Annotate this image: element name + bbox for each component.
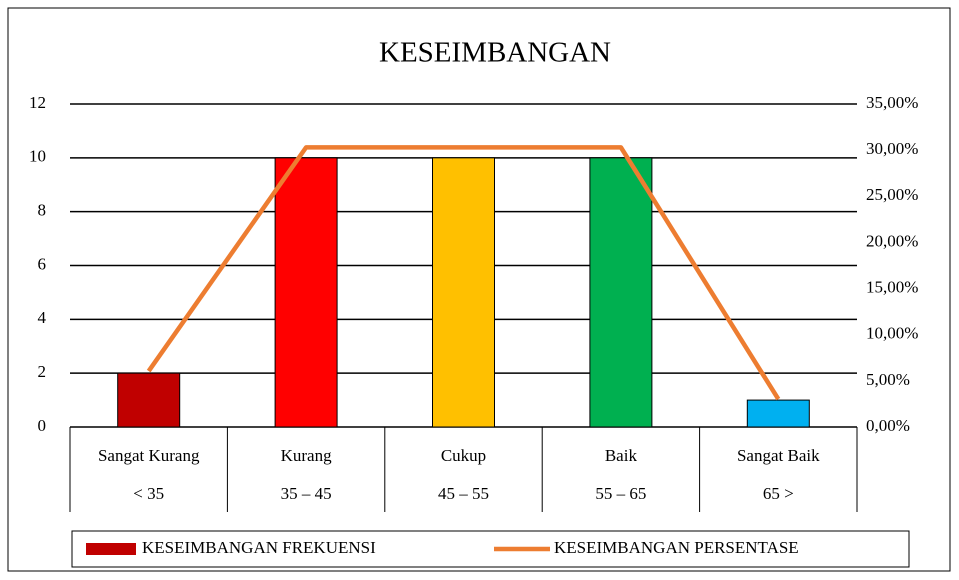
y2-tick-label: 5,00% (866, 370, 910, 389)
y2-tick-label: 10,00% (866, 324, 918, 343)
legend-label: KESEIMBANGAN FREKUENSI (142, 538, 376, 557)
y2-tick-label: 25,00% (866, 185, 918, 204)
chart-title: KESEIMBANGAN (379, 37, 611, 69)
y2-tick-label: 20,00% (866, 231, 918, 250)
y-tick-label: 12 (29, 93, 46, 112)
y-tick-label: 4 (38, 308, 47, 327)
y2-tick-label: 30,00% (866, 139, 918, 158)
y-tick-label: 2 (38, 362, 47, 381)
y2-tick-label: 15,00% (866, 277, 918, 296)
y2-tick-label: 35,00% (866, 93, 918, 112)
y-tick-label: 10 (29, 147, 46, 166)
x-tick-label: Cukup (441, 446, 486, 465)
x-tick-label: Sangat Kurang (98, 446, 200, 465)
bar (746, 399, 810, 428)
y2-tick-label: 0,00% (866, 416, 910, 435)
x-tick-label: 35 – 45 (281, 484, 332, 503)
bar (432, 157, 495, 428)
y-tick-label: 0 (38, 416, 47, 435)
legend-label: KESEIMBANGAN PERSENTASE (554, 538, 799, 557)
legend-swatch (86, 543, 136, 555)
x-tick-label: 65 > (763, 484, 794, 503)
y-tick-label: 6 (38, 254, 47, 273)
bar (274, 157, 338, 428)
x-tick-label: Kurang (281, 446, 332, 465)
bar (589, 157, 653, 428)
legend-box (71, 530, 910, 568)
x-tick-label: < 35 (133, 484, 164, 503)
line (146, 145, 781, 401)
x-tick-label: Sangat Baik (737, 446, 820, 465)
y-tick-label: 8 (38, 201, 47, 220)
x-tick-label: Baik (605, 446, 638, 465)
x-tick-label: 55 – 65 (595, 484, 646, 503)
x-tick-label: 45 – 55 (438, 484, 489, 503)
bar (117, 372, 181, 428)
